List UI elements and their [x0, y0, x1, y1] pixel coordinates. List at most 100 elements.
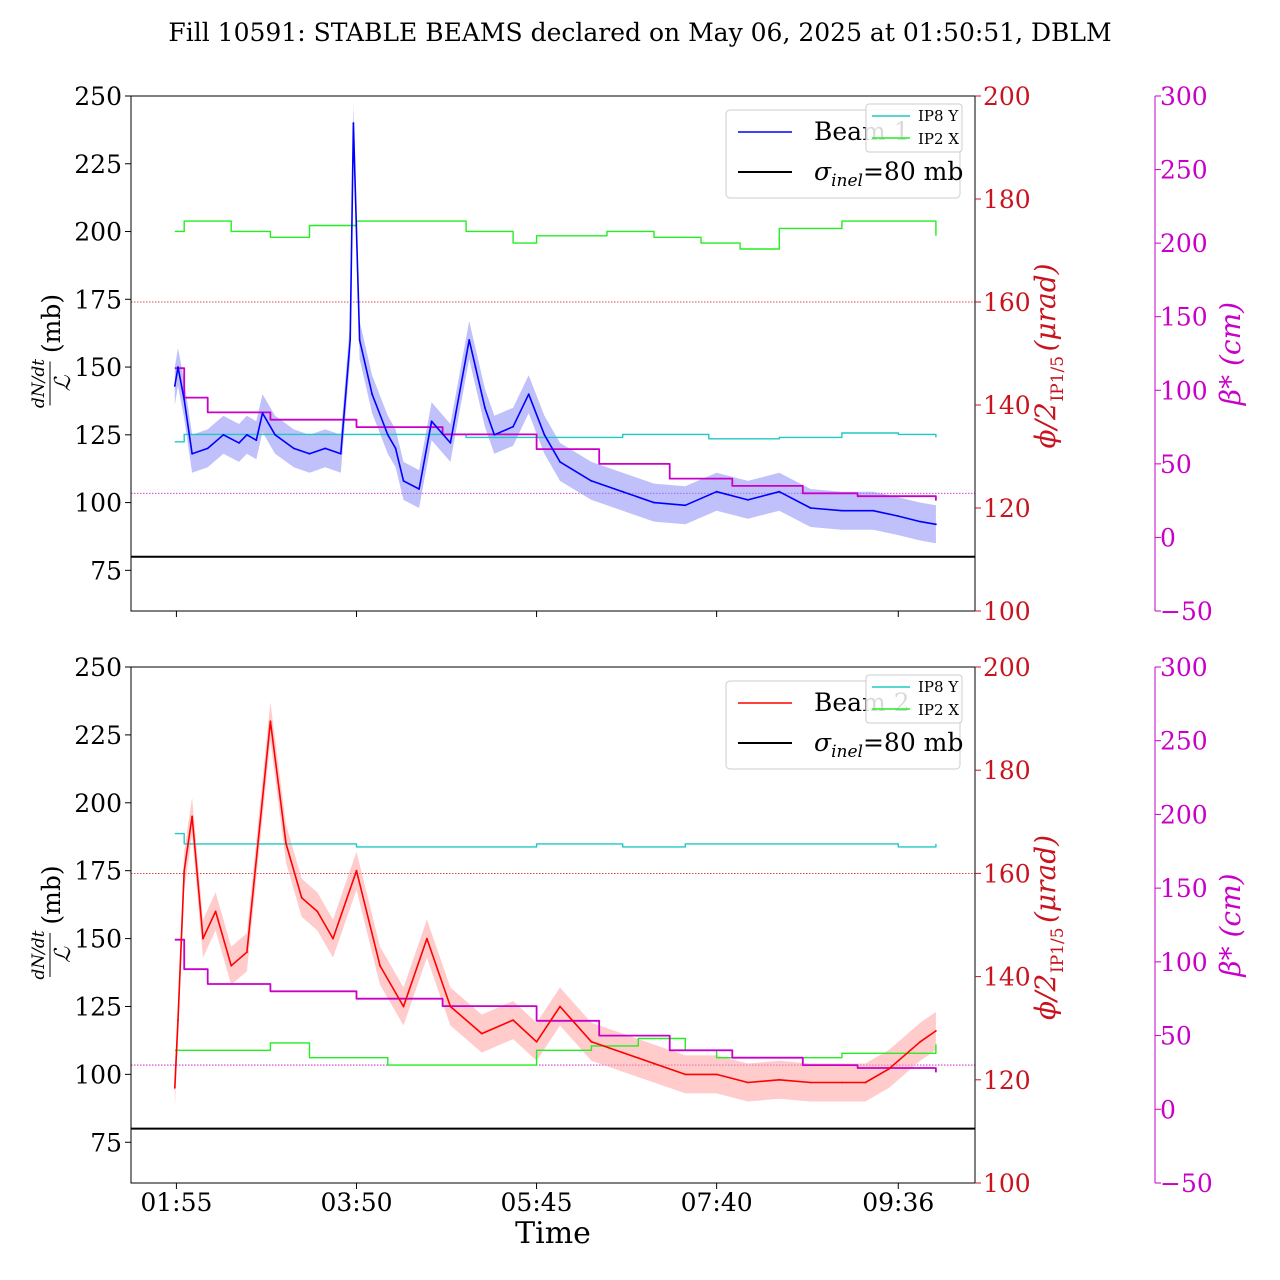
y-beta-tick-label: 250	[1160, 156, 1208, 185]
legend-sigma-label: σinel=80 mb	[814, 157, 963, 191]
beam-point	[191, 452, 194, 455]
beam-point	[809, 507, 812, 509]
legend-ip8-label: IP8 Y	[918, 678, 959, 696]
beam-point	[246, 951, 248, 954]
y-left-tick-label: 150	[74, 925, 122, 954]
plot-frame	[130, 95, 976, 612]
y-left-tick-label: 175	[74, 285, 122, 314]
y-left-tick-label: 200	[74, 218, 122, 247]
beam-point	[308, 452, 311, 455]
beam-point	[246, 433, 248, 436]
beam-point	[202, 937, 204, 940]
y-right-label-subscript: IP1/5	[1048, 356, 1068, 402]
y-right-tick-label: 120	[983, 1066, 1031, 1095]
y-right-tick-label: 180	[983, 756, 1031, 785]
beam-point	[177, 366, 179, 368]
y-left-tick-label: 75	[90, 1128, 122, 1157]
beam-point	[935, 523, 937, 526]
y-right-label-subscript: IP1/5	[1048, 927, 1068, 973]
y-right-label-unit: (μrad)	[1029, 263, 1062, 351]
figure-title: Fill 10591: STABLE BEAMS declared on May…	[168, 18, 1112, 47]
legend-sigma-label: σinel=80 mb	[814, 728, 963, 762]
beam-point	[183, 398, 186, 401]
y-left-tick-label: 250	[74, 653, 122, 682]
beam-series	[174, 122, 937, 526]
y-beta-tick-label: 0	[1160, 523, 1176, 552]
y-left-label-numerator: dN/dt	[29, 359, 49, 408]
y-right-tick-label: 120	[983, 494, 1031, 523]
y-left-tick-label: 200	[74, 789, 122, 818]
beam-point	[173, 385, 176, 387]
beam-point	[324, 447, 327, 450]
x-tick-label: 09:36	[862, 1188, 934, 1217]
beam-point	[386, 433, 389, 436]
panel-top: 75 100 125 150 175 200 225 250 100 120 140 160 180 20…	[29, 82, 1247, 626]
beam-point	[426, 937, 428, 940]
beta-star-series	[174, 367, 937, 501]
beam-point	[402, 480, 405, 482]
beam-point	[183, 869, 186, 872]
beam-point	[261, 412, 264, 414]
beam-point	[230, 964, 233, 967]
beam-point	[379, 964, 381, 967]
x-tick-label: 03:50	[320, 1188, 392, 1217]
plot-frame	[130, 666, 976, 1184]
beam-point	[371, 393, 373, 396]
y-beta-tick-label: 200	[1160, 229, 1208, 258]
beam-point	[684, 504, 687, 507]
y-left-tick-label: 225	[74, 150, 122, 179]
ip8-y-series	[174, 432, 937, 443]
beam-point	[206, 447, 209, 450]
y-right-tick-label: 160	[983, 859, 1031, 888]
beam-point	[747, 1081, 749, 1084]
beam-point	[285, 842, 287, 845]
y-left-tick-label: 175	[74, 857, 122, 886]
y-left-label-unit: (mb)	[37, 865, 66, 924]
y-beta-tick-label: −50	[1160, 1169, 1213, 1198]
y-right-label-symbol: ϕ/2	[1029, 974, 1062, 1020]
beam-point	[559, 461, 561, 463]
beam-point	[590, 480, 593, 482]
y-left-tick-label: 75	[90, 556, 122, 585]
y-left-tick-label: 250	[74, 82, 122, 111]
beam-point	[480, 1032, 483, 1035]
beam-point	[684, 1073, 687, 1076]
beam-point	[300, 896, 303, 899]
beam-band	[174, 702, 936, 1107]
beam-point	[527, 393, 530, 396]
y-left-tick-label: 150	[74, 353, 122, 382]
y-beta-tick-label: 300	[1160, 82, 1208, 111]
beam-point	[512, 1019, 514, 1021]
y-beta-tick-label: 200	[1160, 800, 1208, 829]
y-left-label: dN/dt ℒ (mb)	[29, 865, 76, 979]
y-right-label-symbol: ϕ/2	[1029, 402, 1062, 448]
y-beta-label-text: β* (cm)	[1214, 873, 1247, 977]
beam-point	[559, 1005, 561, 1008]
beam-point	[214, 910, 217, 913]
beam-point	[292, 447, 295, 450]
beam-point	[358, 339, 361, 341]
beam-point	[316, 910, 319, 913]
y-beta-label: β* (cm)	[1214, 302, 1247, 406]
beam-point	[474, 366, 477, 368]
y-right-tick-label: 200	[983, 82, 1031, 111]
x-axis-label: Time	[515, 1216, 591, 1251]
beam-point	[430, 420, 433, 423]
y-beta-tick-label: 50	[1160, 450, 1192, 479]
y-left-label-unit: (mb)	[37, 294, 66, 353]
beam-point	[621, 490, 624, 493]
y-left-tick-label: 125	[74, 421, 122, 450]
y-beta-tick-label: 300	[1160, 653, 1208, 682]
y-left-label-denominator: ℒ	[51, 374, 76, 391]
beam-point	[355, 869, 358, 872]
beam-point	[778, 1078, 781, 1081]
beam-point	[493, 433, 496, 436]
beam-point	[339, 452, 342, 455]
beam-point	[255, 439, 258, 442]
beam-point	[543, 433, 546, 436]
x-tick-label: 05:45	[501, 1188, 573, 1217]
y-beta-tick-label: 0	[1160, 1095, 1176, 1124]
y-right-tick-label: 160	[983, 288, 1031, 317]
